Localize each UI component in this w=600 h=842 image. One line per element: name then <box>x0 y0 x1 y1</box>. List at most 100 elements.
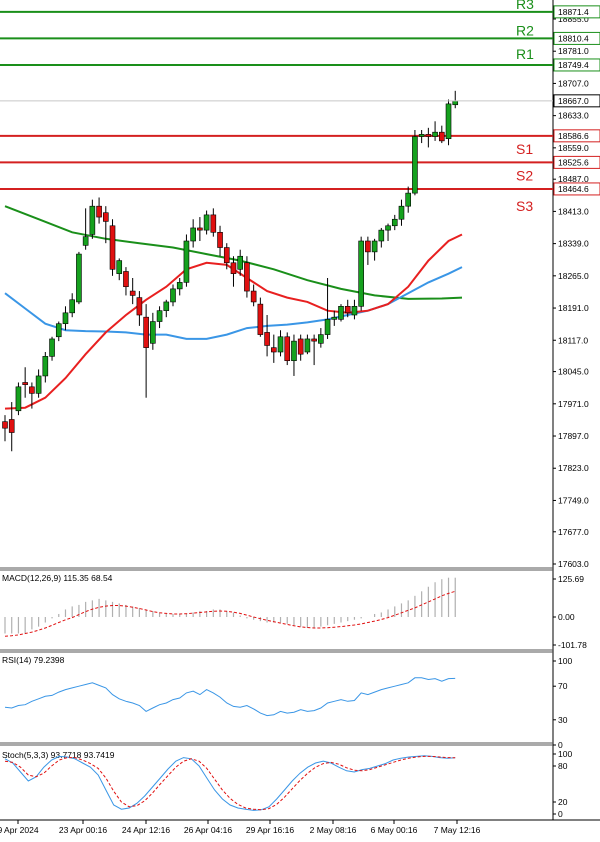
candle-body <box>338 306 344 320</box>
candle-body <box>143 316 149 348</box>
rsi-panel: 100 70 30 0 <box>4 656 572 750</box>
level-price-box <box>553 31 600 45</box>
time-tick-label: 23 Apr 00:16 <box>59 825 107 835</box>
candle <box>230 256 237 287</box>
candle <box>277 330 284 357</box>
candle <box>385 223 391 242</box>
macd-tick-label: 0.00 <box>558 612 575 622</box>
current-price-marker: 18667.0 <box>0 94 600 108</box>
candle <box>432 121 438 141</box>
candle-body <box>351 306 358 316</box>
candle-body <box>8 419 15 433</box>
candle-body <box>385 225 391 231</box>
candle <box>398 199 405 226</box>
stoch-k-line <box>4 755 456 811</box>
level-price-box <box>553 5 600 19</box>
candle-body <box>82 236 89 246</box>
price-tick-label: 18633.0 <box>558 111 589 121</box>
candle-body <box>150 321 156 344</box>
candle <box>103 206 109 244</box>
price-tick-label: 18191.0 <box>558 303 589 313</box>
price-tick-label: 17823.0 <box>558 463 589 473</box>
candle <box>412 130 418 196</box>
rsi-tick-label: 100 <box>558 656 572 666</box>
candle-body <box>223 247 230 264</box>
candle-body <box>156 310 163 322</box>
candle-body <box>344 306 351 314</box>
stoch-tick-label: 80 <box>558 761 568 771</box>
candle-body <box>445 103 452 140</box>
candle <box>49 336 55 361</box>
ma-red-line <box>4 233 463 410</box>
candle-body <box>277 336 284 353</box>
candle-body <box>237 255 243 270</box>
level-name-s2: S2 <box>516 167 533 183</box>
candle <box>15 382 22 416</box>
candle <box>264 315 270 357</box>
candle <box>210 208 217 237</box>
candle <box>29 382 35 409</box>
rsi-title: RSI(14) 79.2398 <box>2 655 65 665</box>
candle <box>22 367 28 398</box>
candle-body <box>284 336 291 362</box>
candle <box>8 402 15 452</box>
level-price-label: 18810.4 <box>558 33 589 43</box>
candle-body <box>425 134 432 137</box>
candle-body <box>89 205 96 235</box>
candle-body <box>250 290 257 303</box>
current-price-box <box>553 94 600 108</box>
candle-body <box>22 382 28 385</box>
price-tick-label: 18265.0 <box>558 271 589 281</box>
candle-body <box>331 316 338 320</box>
candle-body <box>203 214 210 231</box>
candle-body <box>103 212 109 222</box>
candle-body <box>190 227 196 242</box>
candle-body <box>170 288 176 303</box>
time-tick-label: 24 Apr 12:16 <box>122 825 170 835</box>
stoch-panel: 100 80 20 0 <box>4 749 572 819</box>
candle <box>311 334 317 366</box>
level-price-label: 18749.4 <box>558 60 589 70</box>
candle <box>69 293 75 318</box>
candle-body <box>291 340 297 362</box>
candle-body <box>324 319 331 335</box>
candle-body <box>123 271 129 288</box>
candle <box>284 332 291 366</box>
candle-body <box>270 347 277 353</box>
level-name-r1: R1 <box>516 46 534 62</box>
candle-body <box>163 301 170 311</box>
candle-body <box>412 136 418 194</box>
candle <box>291 334 297 376</box>
stoch-tick-label: 0 <box>558 809 563 819</box>
candle-body <box>304 338 311 353</box>
candle-body <box>378 229 385 242</box>
price-tick-label: 18339.0 <box>558 239 589 249</box>
price-tick-label: 17971.0 <box>558 399 589 409</box>
time-tick-label: 7 May 12:16 <box>434 825 481 835</box>
candle-body <box>452 100 459 106</box>
stoch-tick-label: 100 <box>558 749 572 759</box>
candle <box>452 90 459 109</box>
macd-signal-line <box>4 590 456 637</box>
level-price-box <box>553 182 600 196</box>
candle <box>35 369 42 398</box>
candle-body <box>217 231 223 248</box>
candle-body <box>42 356 49 377</box>
candle-body <box>230 262 237 274</box>
price-tick-label: 18045.0 <box>558 367 589 377</box>
candle <box>55 321 62 342</box>
candle-body <box>311 338 317 342</box>
price-tick-label: 17897.0 <box>558 431 589 441</box>
level-price-box <box>553 58 600 72</box>
candle <box>183 234 190 287</box>
macd-title: MACD(12,26,9) 115.35 68.54 <box>2 573 113 583</box>
rsi-tick-label: 30 <box>558 715 568 725</box>
candle <box>338 304 344 322</box>
candle <box>223 243 230 270</box>
candle-body <box>210 214 217 233</box>
candle <box>129 278 136 305</box>
candle <box>109 219 116 276</box>
candle <box>176 278 183 296</box>
candle <box>297 334 304 361</box>
